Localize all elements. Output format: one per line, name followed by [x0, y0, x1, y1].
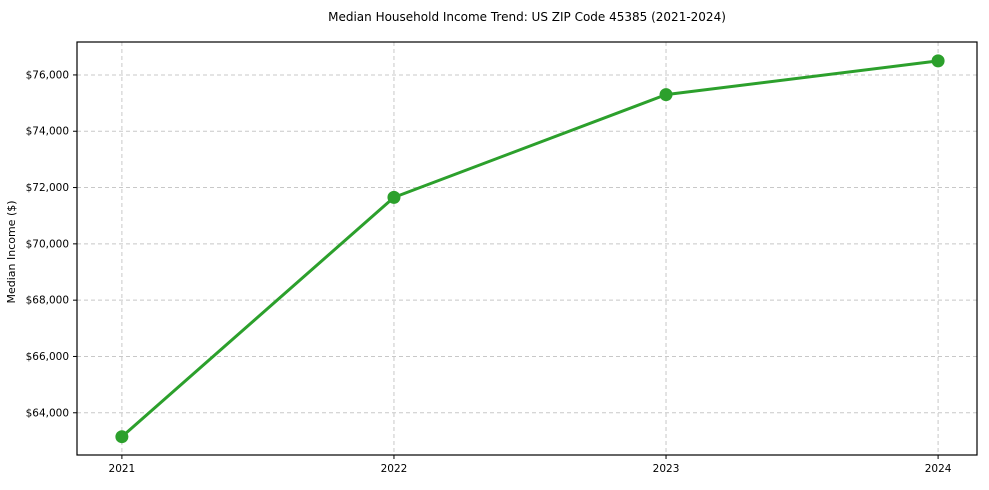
x-tick-label: 2024 [925, 463, 952, 475]
x-tick-label: 2023 [653, 463, 680, 475]
y-tick-label: $66,000 [26, 351, 69, 363]
income-trend-line [120, 59, 940, 439]
data-point-2024 [931, 54, 945, 68]
y-tick-label: $70,000 [26, 238, 69, 250]
chart-title: Median Household Income Trend: US ZIP Co… [328, 10, 726, 24]
y-tick-label: $64,000 [26, 407, 69, 419]
data-point-2023 [659, 88, 673, 102]
data-point-2021 [115, 430, 129, 444]
y-tick-label: $76,000 [26, 69, 69, 81]
data-series [115, 54, 945, 444]
y-tick-label: $72,000 [26, 182, 69, 194]
x-tick-label: 2021 [109, 463, 136, 475]
y-axis-label: Median Income ($) [5, 200, 18, 303]
gridlines [77, 42, 977, 455]
data-point-2022 [387, 190, 401, 204]
plot-border [76, 41, 978, 456]
axes [73, 41, 978, 459]
tick-labels: 2021 2022 2023 2024 $64,000 $66,000 $68,000 $70… [26, 69, 952, 475]
y-tick-label: $68,000 [26, 295, 69, 307]
y-tick-label: $74,000 [26, 126, 69, 138]
x-tick-label: 2022 [381, 463, 408, 475]
